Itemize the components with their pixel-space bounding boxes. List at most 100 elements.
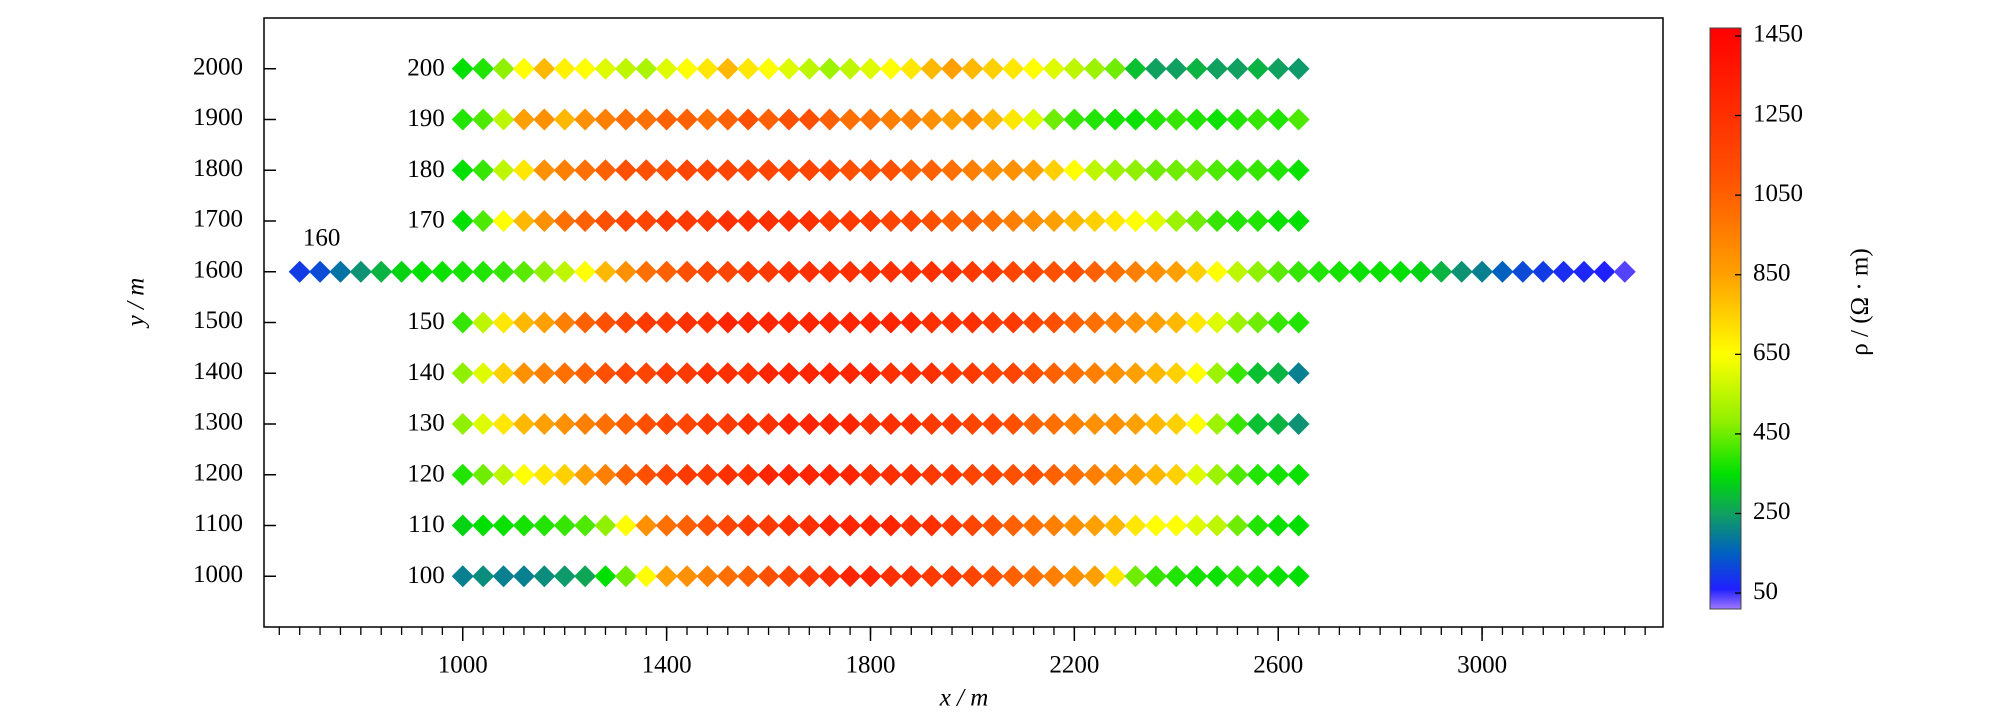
point (1002, 311, 1025, 334)
point (1104, 159, 1127, 182)
point (1063, 210, 1086, 232)
colorbar-tick-label: 1250 (1753, 100, 1803, 127)
point (920, 362, 943, 385)
point (574, 108, 597, 131)
point (594, 159, 617, 182)
point (920, 514, 943, 537)
point (859, 514, 882, 537)
point (961, 565, 984, 588)
point (757, 565, 780, 588)
point (1042, 463, 1065, 486)
colorbar (1709, 27, 1742, 610)
point (1532, 260, 1555, 283)
point (472, 108, 495, 131)
point (553, 565, 576, 588)
point (798, 362, 821, 385)
point (798, 57, 821, 80)
point (737, 108, 760, 131)
point (1083, 413, 1106, 435)
point (696, 565, 719, 588)
point (1124, 260, 1147, 283)
point (1104, 463, 1127, 486)
point (1083, 159, 1106, 182)
point (696, 57, 719, 80)
point (1002, 57, 1025, 80)
point (900, 57, 923, 80)
row-label: 120 (407, 460, 445, 487)
point (1246, 260, 1269, 283)
point (451, 108, 474, 131)
point (1246, 210, 1269, 232)
point (614, 210, 637, 232)
point (1002, 108, 1025, 131)
point (920, 210, 943, 232)
point (920, 463, 943, 486)
point (1022, 463, 1045, 486)
point (798, 108, 821, 131)
point (1022, 108, 1045, 131)
point (410, 260, 433, 283)
point (676, 311, 699, 334)
point (1104, 362, 1127, 385)
point (635, 463, 658, 486)
point (1206, 159, 1229, 182)
point (1083, 108, 1106, 131)
point (1389, 260, 1412, 283)
point (635, 159, 658, 182)
point (1206, 108, 1229, 131)
point (859, 565, 882, 588)
point (451, 311, 474, 334)
point (961, 57, 984, 80)
y-tick-label: 1700 (193, 206, 243, 233)
point (1226, 159, 1249, 182)
point (492, 57, 515, 80)
point (941, 311, 964, 334)
point (777, 413, 800, 435)
point (798, 311, 821, 334)
point (879, 362, 902, 385)
point (676, 108, 699, 131)
point (839, 362, 862, 385)
point (961, 108, 984, 131)
point (737, 463, 760, 486)
point (1144, 311, 1167, 334)
point (472, 57, 495, 80)
point (1226, 463, 1249, 486)
point (533, 362, 556, 385)
point (839, 311, 862, 334)
point (961, 260, 984, 283)
point (1042, 159, 1065, 182)
point (451, 413, 474, 435)
point (655, 514, 678, 537)
point (859, 159, 882, 182)
point (1144, 463, 1167, 486)
point (879, 210, 902, 232)
point (451, 514, 474, 537)
point (798, 413, 821, 435)
point (1124, 413, 1147, 435)
point (941, 260, 964, 283)
point (1246, 362, 1269, 385)
point (553, 362, 576, 385)
point (1042, 362, 1065, 385)
point (961, 514, 984, 537)
point (1267, 514, 1290, 537)
point (512, 463, 535, 486)
point (553, 57, 576, 80)
point (1430, 260, 1453, 283)
point (961, 463, 984, 486)
point (1246, 57, 1269, 80)
point (839, 159, 862, 182)
point (1042, 260, 1065, 283)
point (1165, 463, 1188, 486)
point (716, 108, 739, 131)
point (676, 463, 699, 486)
point (1307, 260, 1330, 283)
point (451, 57, 474, 80)
point (757, 260, 780, 283)
point (553, 108, 576, 131)
colorbar-tick-label: 1050 (1753, 180, 1803, 207)
point (1267, 108, 1290, 131)
point (716, 260, 739, 283)
point (981, 260, 1004, 283)
